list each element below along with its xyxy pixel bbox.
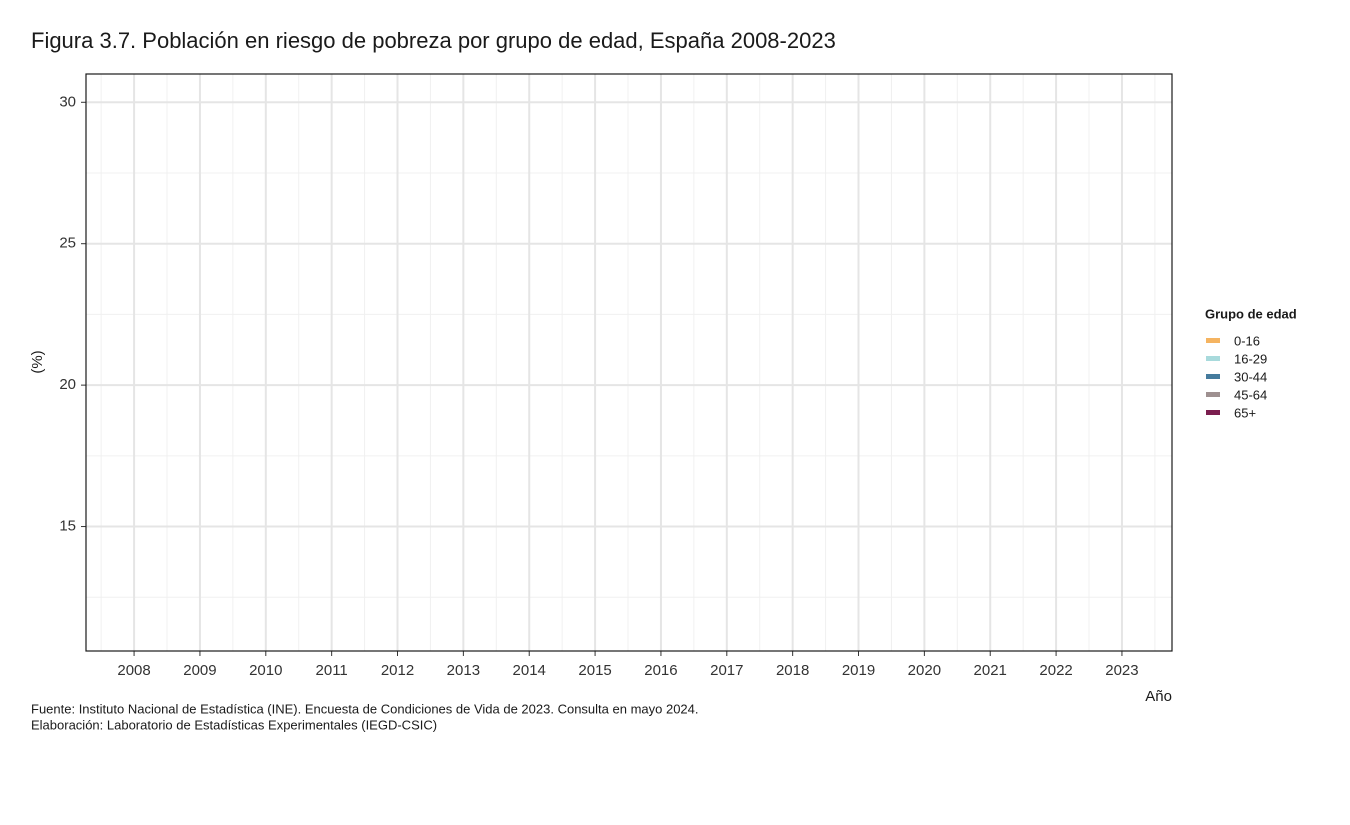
caption: Fuente: Instituto Nacional de Estadístic…	[31, 701, 699, 716]
legend-label: 30-44	[1234, 369, 1267, 384]
x-axis-label: Año	[1145, 688, 1172, 705]
x-tick-label: 2015	[578, 662, 611, 679]
legend-label: 65+	[1234, 405, 1256, 420]
legend-label: 45-64	[1234, 387, 1267, 402]
y-axis-label: (%)	[29, 350, 46, 373]
x-tick-label: 2023	[1105, 662, 1138, 679]
plot-border	[85, 73, 1173, 652]
x-tick-label: 2016	[644, 662, 677, 679]
caption: Elaboración: Laboratorio de Estadísticas…	[31, 717, 437, 732]
legend-label: 16-29	[1234, 351, 1267, 366]
x-tick-label: 2010	[249, 662, 282, 679]
x-tick-label: 2020	[908, 662, 941, 679]
x-tick-label: 2009	[183, 662, 216, 679]
x-tick-label: 2013	[447, 662, 480, 679]
x-tick-label: 2014	[513, 662, 546, 679]
x-tick-label: 2021	[974, 662, 1007, 679]
x-tick-label: 2019	[842, 662, 875, 679]
x-tick-label: 2018	[776, 662, 809, 679]
legend-title: Grupo de edad	[1205, 306, 1297, 321]
legend-key	[1206, 356, 1220, 361]
y-tick-label: 20	[59, 376, 76, 393]
x-tick-label: 2011	[316, 662, 348, 679]
x-tick-label: 2012	[381, 662, 414, 679]
y-tick-label: 25	[59, 235, 76, 252]
legend-key	[1206, 374, 1220, 379]
legend-key	[1206, 338, 1220, 343]
legend-key	[1206, 410, 1220, 415]
x-tick-label: 2008	[117, 662, 150, 679]
chart-title: Figura 3.7. Población en riesgo de pobre…	[31, 28, 836, 53]
x-tick-label: 2017	[710, 662, 743, 679]
legend-key	[1206, 392, 1220, 397]
y-tick-label: 15	[59, 518, 76, 535]
x-tick-label: 2022	[1039, 662, 1072, 679]
y-tick-label: 30	[59, 93, 76, 110]
legend-label: 0-16	[1234, 333, 1260, 348]
